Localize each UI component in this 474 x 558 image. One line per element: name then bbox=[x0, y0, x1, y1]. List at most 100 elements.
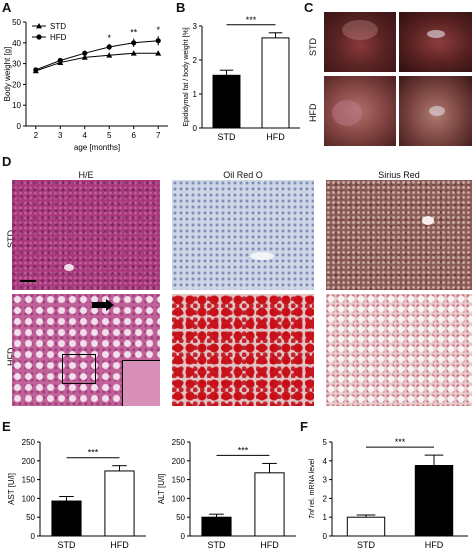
y-axis-label: AST [U/l] bbox=[7, 473, 16, 505]
y-tick-label: 150 bbox=[172, 476, 186, 485]
ast-bar-chart: 0 50 100 150 200 250 AST [U/l] STD HFD *** bbox=[7, 438, 146, 550]
y-tick-label: 0 bbox=[17, 122, 22, 131]
panel-label-f: F bbox=[300, 419, 308, 434]
data-point bbox=[82, 50, 88, 56]
panel-label-a: A bbox=[2, 0, 12, 15]
alt-bar-chart: 0 50 100 150 200 250 ALT [U/l] STD HFD *** bbox=[157, 438, 296, 550]
bar-std bbox=[346, 516, 386, 537]
category-label: HFD bbox=[260, 540, 279, 550]
y-axis-label: ALT [U/l] bbox=[157, 474, 166, 504]
y-tick-label: 30 bbox=[12, 60, 21, 69]
significance-marker: *** bbox=[88, 448, 99, 458]
data-point bbox=[130, 50, 137, 56]
x-axis-label: age [months] bbox=[74, 143, 120, 152]
histology-oil-red-o-std bbox=[172, 180, 314, 290]
histology-sirius-red-std bbox=[326, 180, 472, 290]
liver-photo-hfd-2 bbox=[399, 76, 472, 146]
category-label: HFD bbox=[266, 132, 285, 142]
y-tick-label: 0 bbox=[31, 532, 36, 541]
y-tick-label: 40 bbox=[12, 39, 21, 48]
tnf-mrna-bar-chart: 0 1 2 3 4 5 Tnf rel. mRNA level STD HFD *** bbox=[309, 437, 468, 550]
tissue-highlight bbox=[332, 100, 362, 126]
y-tick-label: 0 bbox=[193, 124, 198, 133]
panel-label-d: D bbox=[2, 154, 12, 169]
y-tick-label: 0 bbox=[323, 532, 328, 541]
y-tick-label: 100 bbox=[172, 494, 186, 503]
portal-vessel bbox=[422, 216, 434, 225]
significance-marker: *** bbox=[238, 445, 249, 455]
category-label: HFD bbox=[110, 540, 129, 550]
significance-marker: ** bbox=[130, 28, 138, 38]
x-tick-label: 6 bbox=[131, 131, 136, 140]
arrow-head bbox=[106, 299, 114, 311]
bar-std bbox=[51, 500, 82, 537]
bar-std bbox=[201, 516, 232, 537]
y-tick-label: 2 bbox=[323, 494, 328, 503]
category-label: STD bbox=[357, 540, 376, 550]
data-point bbox=[81, 54, 88, 60]
y-tick-label: 20 bbox=[12, 80, 21, 89]
panel-label-c: C bbox=[304, 0, 314, 15]
y-tick-label: 3 bbox=[323, 476, 328, 485]
y-tick-label: 200 bbox=[22, 457, 36, 466]
histology-column-he: H/E bbox=[78, 170, 94, 180]
bar-hfd bbox=[104, 470, 135, 537]
y-tick-label: 1 bbox=[323, 513, 328, 522]
liver-photo-hfd-1 bbox=[324, 76, 396, 146]
y-axis-label-gene: Tnf bbox=[309, 507, 316, 519]
y-tick-label: 200 bbox=[172, 457, 186, 466]
significance-marker: * bbox=[156, 25, 160, 35]
y-tick-label: 250 bbox=[172, 438, 186, 447]
panel-label-e: E bbox=[2, 419, 11, 434]
category-label: HFD bbox=[425, 540, 444, 550]
legend-marker bbox=[36, 23, 42, 29]
series-line-hfd bbox=[35, 40, 159, 71]
histology-column-oil-red-o: Oil Red O bbox=[223, 170, 263, 180]
photo-row-label-hfd: HFD bbox=[308, 103, 318, 123]
legend-marker bbox=[36, 34, 42, 40]
bar-hfd bbox=[261, 37, 290, 129]
histology-oil-red-o-hfd bbox=[172, 294, 314, 406]
histology-he-std bbox=[12, 180, 160, 290]
x-tick-label: 5 bbox=[107, 131, 112, 140]
y-tick-label: 2 bbox=[193, 56, 198, 65]
bar-hfd bbox=[414, 465, 454, 537]
scale-bar bbox=[20, 280, 36, 282]
data-point bbox=[33, 67, 39, 73]
light-reflection bbox=[429, 106, 445, 116]
data-point bbox=[106, 44, 112, 50]
y-tick-label: 250 bbox=[22, 438, 36, 447]
y-axis-label: Body weight [g] bbox=[3, 47, 12, 102]
significance-marker: *** bbox=[246, 15, 257, 25]
data-point bbox=[57, 57, 63, 64]
histology-sirius-red-hfd bbox=[326, 294, 472, 406]
data-point bbox=[131, 40, 137, 46]
x-tick-label: 7 bbox=[156, 131, 161, 140]
central-vein bbox=[64, 264, 74, 271]
data-point bbox=[155, 50, 162, 56]
y-tick-label: 4 bbox=[323, 457, 328, 466]
bar-hfd bbox=[254, 472, 285, 537]
series-line-std bbox=[35, 52, 159, 72]
photo-row-label-std: STD bbox=[308, 38, 318, 56]
y-tick-label: 10 bbox=[12, 101, 21, 110]
zoom-region-box bbox=[62, 354, 96, 384]
category-label: STD bbox=[208, 540, 227, 550]
legend-label: HFD bbox=[50, 33, 67, 42]
significance-marker: * bbox=[107, 33, 111, 43]
x-tick-label: 3 bbox=[58, 131, 63, 140]
central-vein bbox=[250, 252, 274, 260]
y-tick-label: 5 bbox=[323, 438, 328, 447]
category-label: STD bbox=[58, 540, 77, 550]
legend-label: STD bbox=[50, 22, 66, 31]
y-axis-label-rest: rel. mRNA level bbox=[309, 458, 316, 507]
y-tick-label: 1 bbox=[193, 90, 198, 99]
liver-photo-std-1 bbox=[324, 12, 396, 72]
y-axis-label: Tnf rel. mRNA level bbox=[309, 458, 316, 519]
liver-photo-std-2 bbox=[399, 12, 472, 72]
body-weight-line-chart: 0 10 20 30 40 50 2 3 4 5 6 7 age [months] Body weight… bbox=[3, 18, 168, 152]
y-tick-label: 50 bbox=[12, 18, 21, 27]
bar-std bbox=[212, 74, 241, 129]
y-tick-label: 100 bbox=[22, 494, 36, 503]
